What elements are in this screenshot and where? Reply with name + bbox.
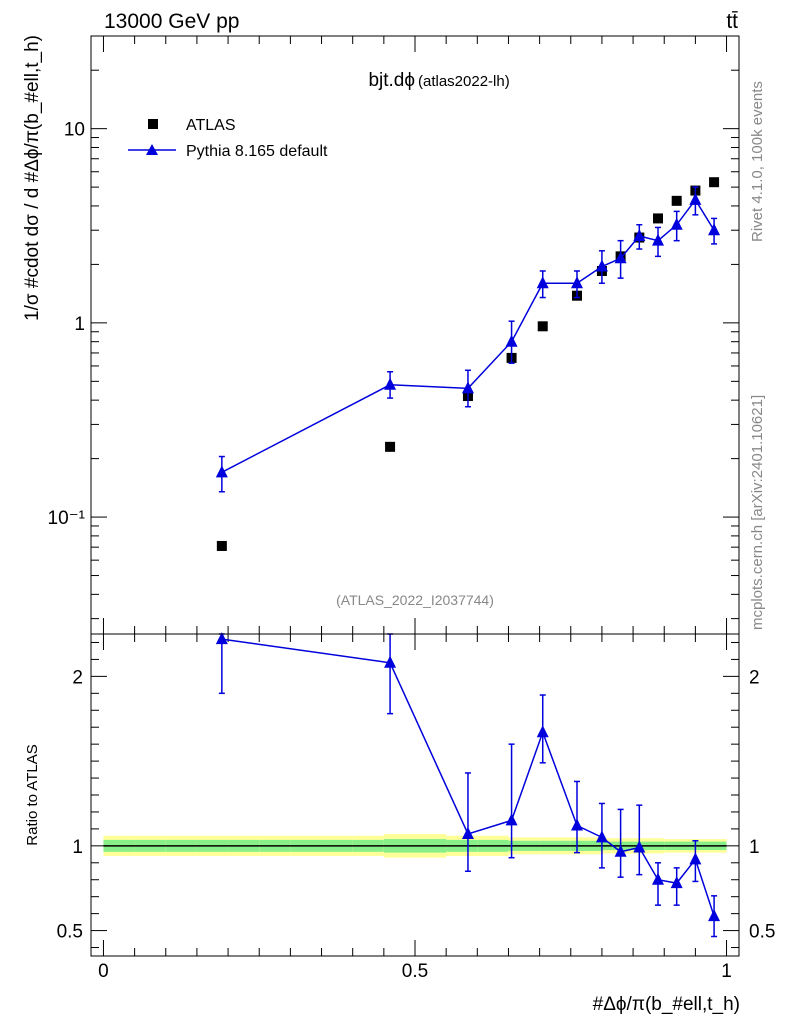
pythia-main-point — [633, 229, 646, 242]
main-plot-subtitle: (atlas2022-lh) — [418, 73, 510, 90]
ratio-y-axis-label: Ratio to ATLAS — [24, 744, 41, 845]
pythia-main-point — [595, 259, 608, 272]
legend-label-atlas: ATLAS — [186, 117, 236, 134]
pythia-main-point — [708, 223, 721, 236]
pythia-ratio-point — [633, 840, 646, 853]
pythia-main-point — [461, 381, 474, 394]
ratio-x-tick-label: 1 — [721, 961, 732, 982]
atlas-main-point — [653, 213, 663, 224]
legend-label-pythia: Pythia 8.165 default — [186, 143, 328, 160]
pythia-main-point — [215, 465, 228, 478]
pythia-main-point — [614, 251, 627, 264]
main-plot-panel: 10 1 10⁻¹ bjt.dϕ (atlas2022-lh) (ATLAS_202… — [22, 35, 740, 635]
ratio-y-tick-label-right: 2 — [749, 667, 760, 688]
atlas-main-point — [385, 441, 396, 452]
rivet-label: Rivet 4.1.0, 100k events — [749, 81, 766, 242]
pythia-main-point — [384, 377, 397, 390]
atlas-main-point — [216, 540, 227, 551]
pythia-ratio-point — [384, 655, 397, 668]
energy-label: 13000 GeV pp — [104, 10, 239, 33]
ratio-x-tick-label: 0 — [98, 961, 109, 982]
pythia-main-point — [505, 334, 518, 347]
pythia-ratio-point — [652, 872, 664, 885]
pythia-main-point — [652, 233, 664, 246]
pythia-main-point — [571, 276, 583, 289]
legend-marker-pythia — [146, 144, 158, 155]
ratio-x-axis-label: #Δϕ/π(b_#ell,t_h) — [593, 994, 740, 1015]
main-y-axis-label: 1/σ #cdot dσ / d #Δϕ/π(b_#ell,t_h) — [22, 35, 43, 321]
atlas-main-point — [671, 195, 682, 206]
pythia-main-point — [670, 217, 683, 230]
pythia-ratio-point — [571, 818, 583, 831]
ratio-y-tick-label: 1 — [72, 837, 83, 858]
atlas-main-point — [537, 321, 548, 332]
site-label: mcplots.cern.ch [arXiv:2401.10621] — [749, 395, 766, 630]
pythia-ratio-point — [536, 725, 549, 738]
pythia-ratio-point — [689, 852, 702, 865]
pythia-ratio-point — [461, 826, 474, 839]
ratio-plot-panel: 2 2 1 1 0.5 0.5 0 0.5 1 Ratio to ATLAS #Δϕ/π(b_#… — [24, 632, 775, 1015]
ratio-x-tick-label: 0.5 — [402, 961, 428, 982]
pythia-ratio-point — [505, 813, 518, 826]
pythia-main-point — [689, 192, 702, 205]
main-y-tick-label: 10 — [64, 120, 85, 141]
main-y-tick-label: 10⁻¹ — [48, 508, 86, 529]
ratio-y-tick-label-right: 0.5 — [749, 922, 775, 943]
pythia-main-point — [536, 276, 549, 289]
main-plot-watermark: (ATLAS_2022_I2037744) — [336, 592, 494, 608]
pythia-ratio-point — [708, 909, 721, 922]
pythia-ratio-point — [614, 844, 627, 857]
pythia-ratio-point — [215, 632, 228, 645]
ratio-y-tick-label: 2 — [72, 667, 83, 688]
ratio-y-tick-label: 0.5 — [57, 922, 83, 943]
legend-marker-atlas — [148, 119, 158, 129]
pythia-ratio-point — [595, 830, 608, 843]
pythia-ratio-point — [670, 876, 683, 889]
main-plot-title: bjt.dϕ — [368, 70, 415, 91]
process-label: tt̄ — [726, 10, 738, 33]
ratio-plot-frame — [90, 633, 740, 957]
ratio-y-tick-label-right: 1 — [749, 837, 760, 858]
atlas-main-point — [709, 177, 720, 188]
main-y-tick-label: 1 — [74, 314, 85, 335]
legend: ATLAS Pythia 8.165 default — [128, 117, 328, 160]
